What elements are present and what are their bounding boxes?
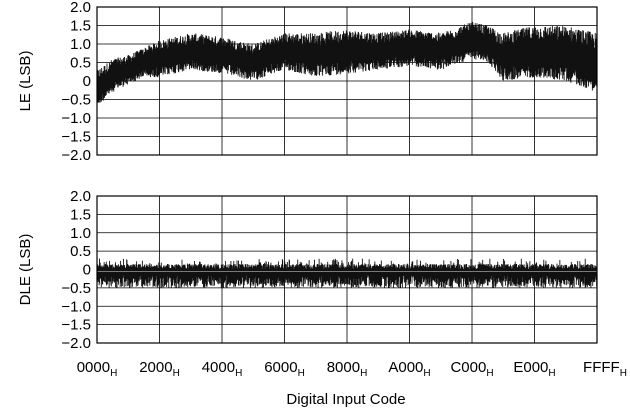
- y-tick-label: 1.0: [70, 36, 91, 53]
- y-tick-label: −0.5: [61, 280, 91, 297]
- plot-frame: [96, 195, 598, 344]
- y-tick-label: 2.0: [70, 0, 91, 16]
- x-axis: 0000H 2000H 4000H 6000H 8000H A000H C000H E000H…: [77, 359, 627, 379]
- y-tick-label: 1.0: [70, 225, 91, 242]
- x-tick-label: A000H: [388, 359, 430, 379]
- y-tick-label: −0.5: [61, 92, 91, 109]
- x-tick-label: E000H: [513, 359, 555, 379]
- y-tick-label: 1.5: [70, 206, 91, 223]
- y-tick-label: −1.0: [61, 298, 91, 315]
- y-axis-title: DLE (LSB): [17, 234, 34, 306]
- y-tick-label: −2.0: [61, 335, 91, 352]
- x-tick-label: 4000H: [202, 359, 243, 379]
- y-tick-label: −1.0: [61, 110, 91, 127]
- x-tick-label: 0000H: [77, 359, 118, 379]
- x-tick-label: 8000H: [327, 359, 368, 379]
- y-tick-label: −2.0: [61, 147, 91, 164]
- y-tick-label: −1.5: [61, 317, 91, 334]
- y-axis-title: LE (LSB): [17, 51, 34, 112]
- x-tick-label: 6000H: [264, 359, 305, 379]
- y-tick-label: 1.5: [70, 18, 91, 35]
- dle-panel: 2.01.5 1.00.5 0−0.5−1.0 −1.5−2.0 DLE (LSB): [17, 188, 598, 352]
- le-panel: 2.0 1.51.0 0.50 −0.5−1.0 −1.5−2.0 LE (LSB): [17, 0, 598, 164]
- plot-frame: [96, 6, 598, 156]
- y-tick-label: 0.5: [70, 55, 91, 72]
- x-axis-title: Digital Input Code: [286, 391, 405, 408]
- y-tick-label: 2.0: [70, 188, 91, 205]
- x-tick-label: FFFFH: [583, 359, 627, 379]
- x-tick-label: C000H: [450, 359, 493, 379]
- y-tick-label: −1.5: [61, 129, 91, 146]
- y-tick-label: 0: [83, 262, 91, 279]
- y-tick-label: 0: [83, 73, 91, 90]
- x-tick-label: 2000H: [139, 359, 180, 379]
- y-tick-label: 0.5: [70, 243, 91, 260]
